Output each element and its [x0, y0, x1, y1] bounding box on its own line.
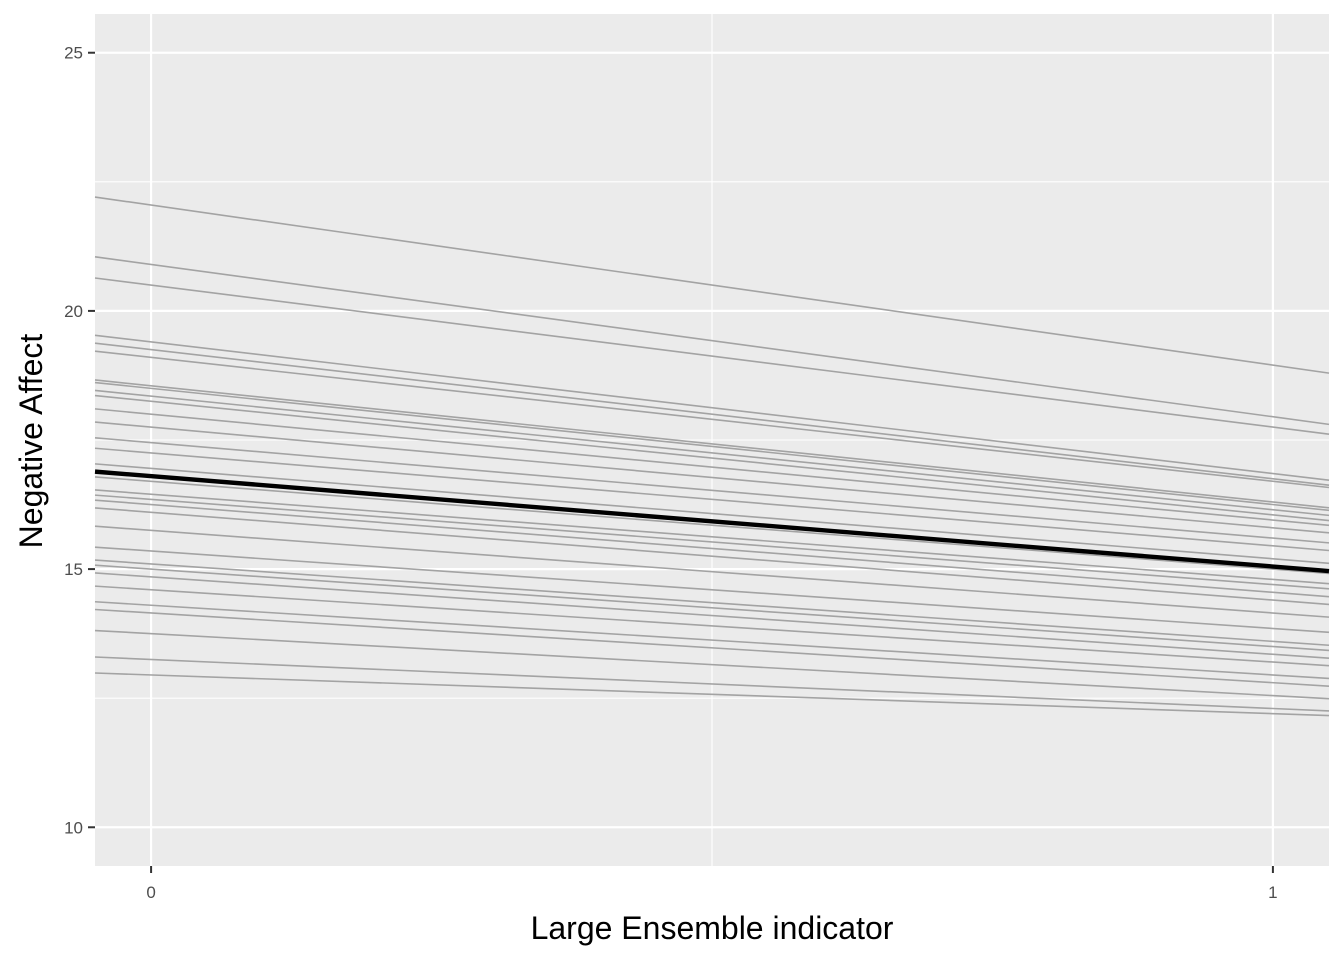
- individual-line: [94, 350, 1330, 489]
- individual-line: [94, 408, 1330, 527]
- individual-line: [94, 489, 1330, 585]
- individual-line: [94, 494, 1330, 590]
- individual-line: [94, 499, 1330, 598]
- individual-line: [94, 608, 1330, 687]
- y-tick-label: 20: [64, 302, 83, 321]
- individual-line: [94, 381, 1330, 512]
- minor-gridlines: [95, 14, 1329, 866]
- x-axis-title: Large Ensemble indicator: [531, 910, 894, 946]
- individual-line: [94, 463, 1330, 565]
- individual-line: [94, 277, 1330, 435]
- individual-line: [94, 672, 1330, 717]
- individual-line: [94, 342, 1330, 486]
- individual-line: [94, 507, 1330, 606]
- individual-line: [94, 572, 1330, 659]
- mean-line-group: [94, 469, 1330, 574]
- individual-line: [94, 256, 1330, 426]
- individual-line: [94, 421, 1330, 534]
- individual-line: [94, 546, 1330, 634]
- individual-line: [94, 629, 1330, 700]
- individual-line: [94, 525, 1330, 618]
- y-axis-title: Negative Affect: [13, 334, 49, 549]
- individual-lines: [94, 196, 1330, 717]
- y-tick-label: 15: [64, 560, 83, 579]
- individual-line: [94, 389, 1330, 517]
- individual-line: [94, 394, 1330, 522]
- individual-line: [94, 379, 1330, 509]
- individual-line: [94, 656, 1330, 712]
- major-gridlines: [95, 14, 1329, 866]
- x-tick-label: 0: [146, 883, 155, 902]
- mean-line: [94, 469, 1330, 574]
- individual-line: [94, 585, 1330, 667]
- individual-line: [94, 600, 1330, 680]
- individual-line: [94, 476, 1330, 575]
- individual-line: [94, 437, 1330, 544]
- individual-line: [94, 564, 1330, 652]
- y-axis: 10 15 20 25: [64, 44, 95, 837]
- y-tick-label: 10: [64, 818, 83, 837]
- x-tick-label: 1: [1268, 883, 1277, 902]
- individual-line: [94, 196, 1330, 374]
- y-tick-label: 25: [64, 44, 83, 63]
- individual-line: [94, 334, 1330, 481]
- individual-line: [94, 559, 1330, 647]
- individual-line: [94, 447, 1330, 552]
